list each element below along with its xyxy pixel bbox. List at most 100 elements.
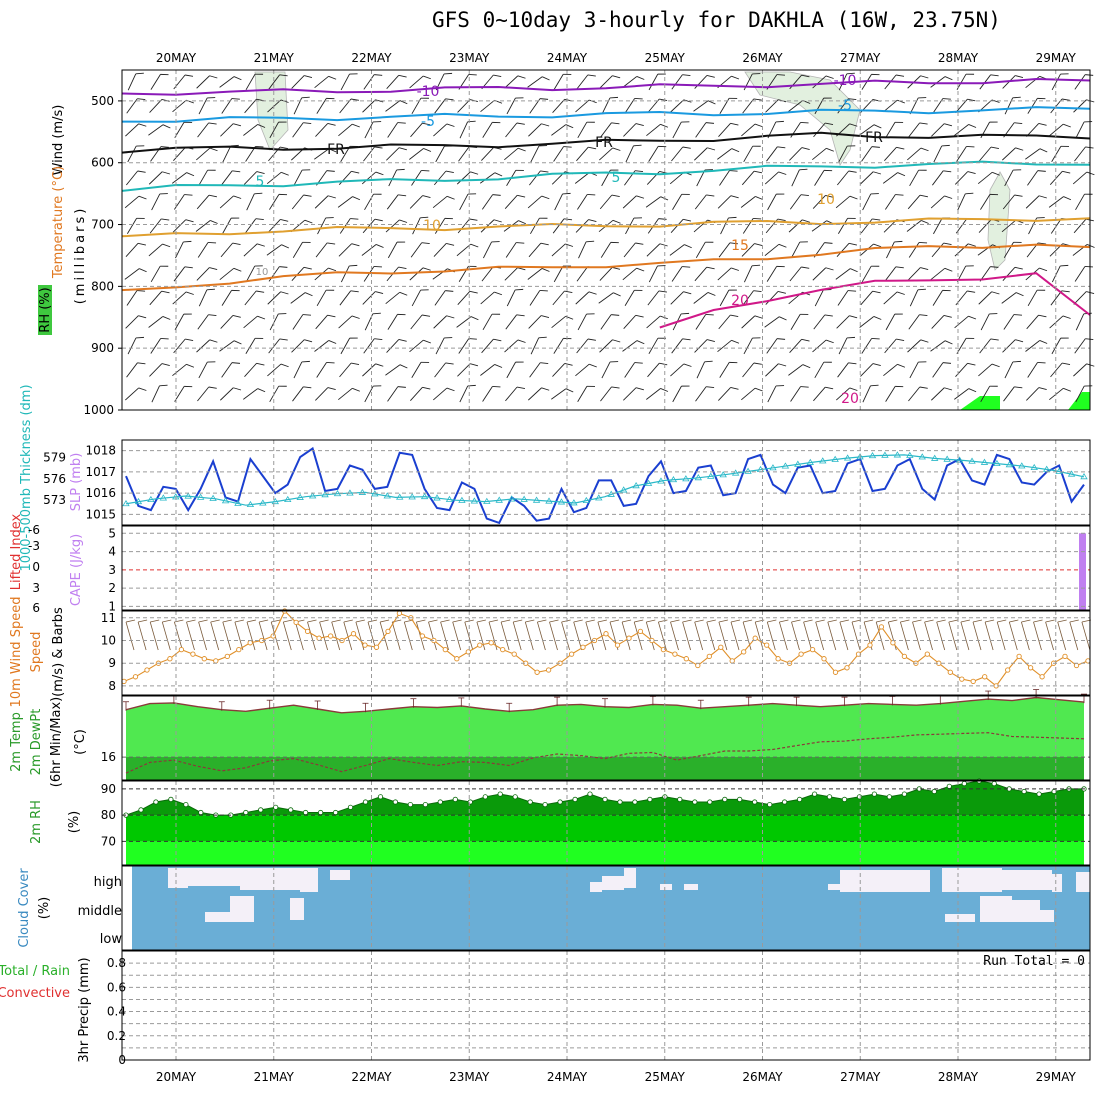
wind-barb <box>671 338 691 354</box>
wind-barb <box>1049 243 1071 257</box>
wind-barb-flag <box>422 195 431 198</box>
wind-barb-flag <box>753 218 762 220</box>
wind-speed-point <box>1073 662 1080 669</box>
wind-barb-staff <box>932 170 944 186</box>
wind-barb-staff <box>600 122 612 138</box>
wind-barb-flag <box>257 124 266 128</box>
wind-barb-staff <box>409 195 423 209</box>
wind-barb-staff <box>932 362 944 378</box>
wind-barb-flag <box>541 315 550 318</box>
wind-speed-point <box>568 651 575 657</box>
wind-barb-flag <box>515 97 524 99</box>
wind-barb-flag <box>302 314 312 316</box>
surface-barb-staff <box>585 621 595 651</box>
data-layers <box>121 71 1095 950</box>
wind-barb-flag <box>139 268 147 273</box>
wind-barb <box>363 74 383 90</box>
wind-speed-point <box>1005 667 1011 673</box>
wind-barb-staff <box>743 145 754 163</box>
wind-barb <box>412 216 429 235</box>
rh-point <box>767 801 773 808</box>
wind-barb <box>1074 338 1094 354</box>
wind-barb <box>1051 145 1070 162</box>
thickness-marker <box>794 460 802 467</box>
wind-barb-staff <box>506 289 516 307</box>
wind-barb-staff <box>624 98 635 114</box>
wind-barb-staff <box>882 172 898 184</box>
surface-barb-staff <box>670 621 679 651</box>
cloud-clear-cell <box>205 912 235 922</box>
wind-speed-point <box>970 678 976 685</box>
wind-barb-flag <box>941 144 950 147</box>
wind-barb-staff <box>338 243 352 257</box>
wind-barb <box>220 123 242 137</box>
wind-barb-staff <box>907 194 921 210</box>
wind-barb-flag <box>895 194 904 196</box>
wind-barb-staff <box>741 123 756 137</box>
wind-barb-flag <box>565 243 574 247</box>
wind-barb-flag <box>705 314 714 316</box>
wind-barb-flag <box>847 217 856 219</box>
precip-label-total: Total / Rain <box>0 964 70 979</box>
thickness-marker <box>881 451 889 458</box>
wind-barb <box>813 242 833 258</box>
wind-barb <box>291 194 312 210</box>
wind-barb-flag <box>873 316 882 320</box>
wind-barb-flag <box>138 195 147 200</box>
wind-barb-flag <box>254 192 263 195</box>
surface-barb-staff <box>391 621 401 651</box>
wind-barb <box>978 291 1000 305</box>
wind-barb-staff <box>221 290 232 306</box>
wind-barb-flag <box>944 267 953 272</box>
wind-barb <box>836 387 858 401</box>
wind-barb-staff <box>883 99 898 113</box>
contour-label--5-2: -5 <box>421 114 435 130</box>
wind-barb-staff <box>671 338 683 354</box>
wind-barb-flag <box>636 195 645 199</box>
wind-barb-staff <box>931 242 944 258</box>
wind-barb-staff <box>648 337 659 355</box>
wind-barb-staff <box>530 145 540 163</box>
wind-barb-flag <box>752 145 761 147</box>
wind-barb-staff <box>243 124 258 136</box>
wind-barb-flag <box>541 268 550 272</box>
wind-barb-staff <box>600 314 612 330</box>
wind-barb-flag <box>373 121 382 123</box>
rh-point <box>841 796 848 803</box>
wind-barb-staff <box>482 313 493 331</box>
wind-barb-staff <box>410 122 423 138</box>
wind-barb-flag <box>539 290 548 292</box>
wind-barb <box>409 75 431 89</box>
surface-barb-flag <box>718 619 728 623</box>
wind-barb-staff <box>196 194 210 210</box>
thickness-marker <box>694 474 703 481</box>
wind-barb <box>149 218 170 234</box>
surface-barb-flag <box>609 619 620 623</box>
wind-barb <box>886 240 903 259</box>
wind-barb-flag <box>729 361 738 364</box>
wind-barb <box>505 122 525 138</box>
wind-barb-flag <box>278 193 288 196</box>
wind-barb-staff <box>505 314 517 330</box>
wind-barb-staff <box>1004 97 1014 115</box>
wind-barb-staff <box>196 339 210 353</box>
wind-barb-flag <box>445 362 454 365</box>
wind-barb-flag <box>657 73 666 75</box>
wind-speed-point <box>270 633 276 639</box>
wind-barb-staff <box>577 386 588 402</box>
ua-ytick-500: 500 <box>91 94 114 108</box>
wind-ytick-9: 9 <box>108 656 116 670</box>
wind-barb-staff <box>268 74 280 90</box>
rh-label: 2m RH <box>29 800 44 844</box>
wind-barb-staff <box>575 291 590 305</box>
wind-barb <box>575 291 597 305</box>
wind-barb <box>861 338 880 354</box>
wind-barb-flag <box>1062 243 1071 247</box>
wind-barb-staff <box>529 290 541 306</box>
wind-barb-staff <box>671 266 683 282</box>
surface-barb-flag <box>1033 619 1043 623</box>
wind-barb <box>314 195 336 209</box>
wind-barb <box>338 123 360 137</box>
wind-barb <box>195 220 218 232</box>
wind-barb <box>1025 75 1048 89</box>
